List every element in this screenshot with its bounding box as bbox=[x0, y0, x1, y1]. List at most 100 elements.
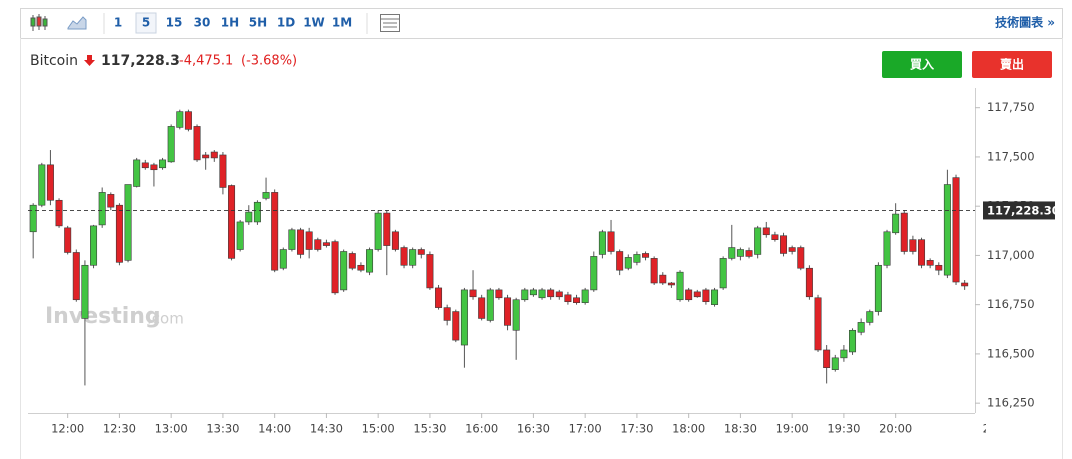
candle-body bbox=[202, 154, 210, 159]
candle-body bbox=[676, 271, 684, 301]
watermark-suffix: .com bbox=[147, 310, 184, 328]
candle-body bbox=[797, 247, 805, 269]
candle-body bbox=[883, 231, 891, 266]
candle-body bbox=[745, 250, 753, 257]
candle-body bbox=[348, 253, 356, 269]
candle-icon[interactable] bbox=[30, 14, 48, 31]
candle-body bbox=[417, 249, 425, 255]
x-tick-label: 18:30 bbox=[724, 422, 757, 436]
x-tick-label: 14:00 bbox=[258, 422, 291, 436]
y-tick-label: 116,750 bbox=[987, 297, 1035, 311]
candle-body bbox=[918, 239, 926, 266]
change-percent: (-3.68%) bbox=[241, 54, 297, 69]
sell-label[interactable]: 賣出 bbox=[999, 57, 1024, 72]
candle-body bbox=[555, 291, 563, 298]
interval-button[interactable]: 1D bbox=[277, 16, 295, 30]
buy-label[interactable]: 買入 bbox=[910, 58, 934, 72]
candle-body bbox=[288, 229, 296, 250]
interval-button[interactable]: 15 bbox=[166, 16, 183, 30]
candle-body bbox=[495, 289, 503, 299]
candle-body bbox=[857, 322, 865, 333]
x-tick-label: 13:30 bbox=[206, 422, 239, 436]
table-icon[interactable] bbox=[380, 14, 400, 32]
candle-body bbox=[598, 231, 606, 255]
y-tick-label: 117,000 bbox=[987, 248, 1035, 262]
candle-body bbox=[81, 264, 89, 319]
candle-body bbox=[460, 289, 468, 346]
candle-body bbox=[633, 254, 641, 263]
x-tick-label: 12:00 bbox=[51, 422, 84, 436]
buy-button[interactable] bbox=[882, 51, 962, 78]
candle-body bbox=[909, 239, 917, 252]
candle-body bbox=[650, 258, 658, 284]
candle-body bbox=[504, 297, 512, 326]
candle-body bbox=[685, 289, 693, 301]
candle-body bbox=[271, 192, 279, 271]
candle-body bbox=[133, 159, 141, 187]
candle-body bbox=[521, 289, 529, 301]
interval-button[interactable]: 5 bbox=[142, 16, 150, 30]
candle-body bbox=[90, 225, 98, 266]
candle-body bbox=[736, 249, 744, 257]
candle-body bbox=[486, 289, 494, 321]
candle-body bbox=[38, 164, 46, 206]
candle-body bbox=[159, 159, 167, 169]
interval-button[interactable]: 1H bbox=[221, 16, 239, 30]
candle-body bbox=[305, 231, 313, 250]
candle-body bbox=[400, 247, 408, 266]
candle-body bbox=[253, 201, 261, 223]
candle-body bbox=[892, 213, 900, 234]
candle-body bbox=[538, 289, 546, 299]
candle-body bbox=[46, 164, 54, 201]
interval-button[interactable]: 1M bbox=[332, 16, 352, 30]
interval-button[interactable]: 1W bbox=[303, 16, 325, 30]
area-icon[interactable] bbox=[67, 16, 87, 30]
x-tick-label: 18:00 bbox=[672, 422, 705, 436]
price: 117,228.3 bbox=[101, 53, 180, 69]
candle-body bbox=[435, 287, 443, 308]
candle-body bbox=[762, 227, 770, 236]
interval-button[interactable]: 1 bbox=[114, 16, 122, 30]
candle-body bbox=[72, 252, 80, 301]
candle-body bbox=[167, 126, 175, 163]
x-tick-label: 13:00 bbox=[155, 422, 188, 436]
y-tick-label: 116,250 bbox=[987, 396, 1035, 410]
x-tick-label: 17:30 bbox=[620, 422, 653, 436]
x-tick-label: 15:30 bbox=[413, 422, 446, 436]
candle-body bbox=[659, 274, 667, 284]
interval-button[interactable]: 30 bbox=[194, 16, 211, 30]
candle-body bbox=[831, 357, 839, 370]
candle-body bbox=[150, 164, 158, 171]
candle-body bbox=[805, 267, 813, 298]
candle-body bbox=[590, 256, 598, 291]
candle-body bbox=[754, 227, 762, 255]
candle-body bbox=[624, 257, 632, 269]
interval-buttons: 1 5 15 30 1H 5H 1D 1W 1M bbox=[114, 12, 352, 34]
sell-button[interactable] bbox=[972, 51, 1052, 78]
x-tick-label: 15:00 bbox=[362, 422, 395, 436]
candle-body bbox=[874, 264, 882, 312]
technical-chart-link[interactable]: 技術圖表 » bbox=[995, 15, 1055, 30]
x-ticks: 12:00 12:30 13:00 13:30 14:00 14:30 15:00 15:30… bbox=[51, 413, 986, 436]
candle-body bbox=[900, 212, 908, 252]
last-price-box bbox=[983, 201, 1055, 220]
candle-body bbox=[443, 307, 451, 321]
candle-body bbox=[866, 311, 874, 323]
candle-body bbox=[409, 249, 417, 266]
x-tick-label: 16:30 bbox=[517, 422, 550, 436]
candle-body bbox=[780, 235, 788, 254]
toolbar bbox=[20, 8, 1063, 39]
candle-body bbox=[814, 297, 822, 351]
candle-body bbox=[124, 184, 132, 261]
candle-body bbox=[98, 192, 106, 226]
candle-body bbox=[607, 231, 615, 252]
interval-button[interactable]: 5H bbox=[249, 16, 267, 30]
y-tick-label: 117,500 bbox=[987, 149, 1035, 163]
x-tick-label: 19:30 bbox=[827, 422, 860, 436]
candle-body bbox=[64, 227, 72, 253]
last-price-label: 117,228.30 bbox=[987, 203, 1060, 217]
y-tick-label: 117,750 bbox=[987, 100, 1035, 114]
candle-body bbox=[943, 184, 951, 276]
